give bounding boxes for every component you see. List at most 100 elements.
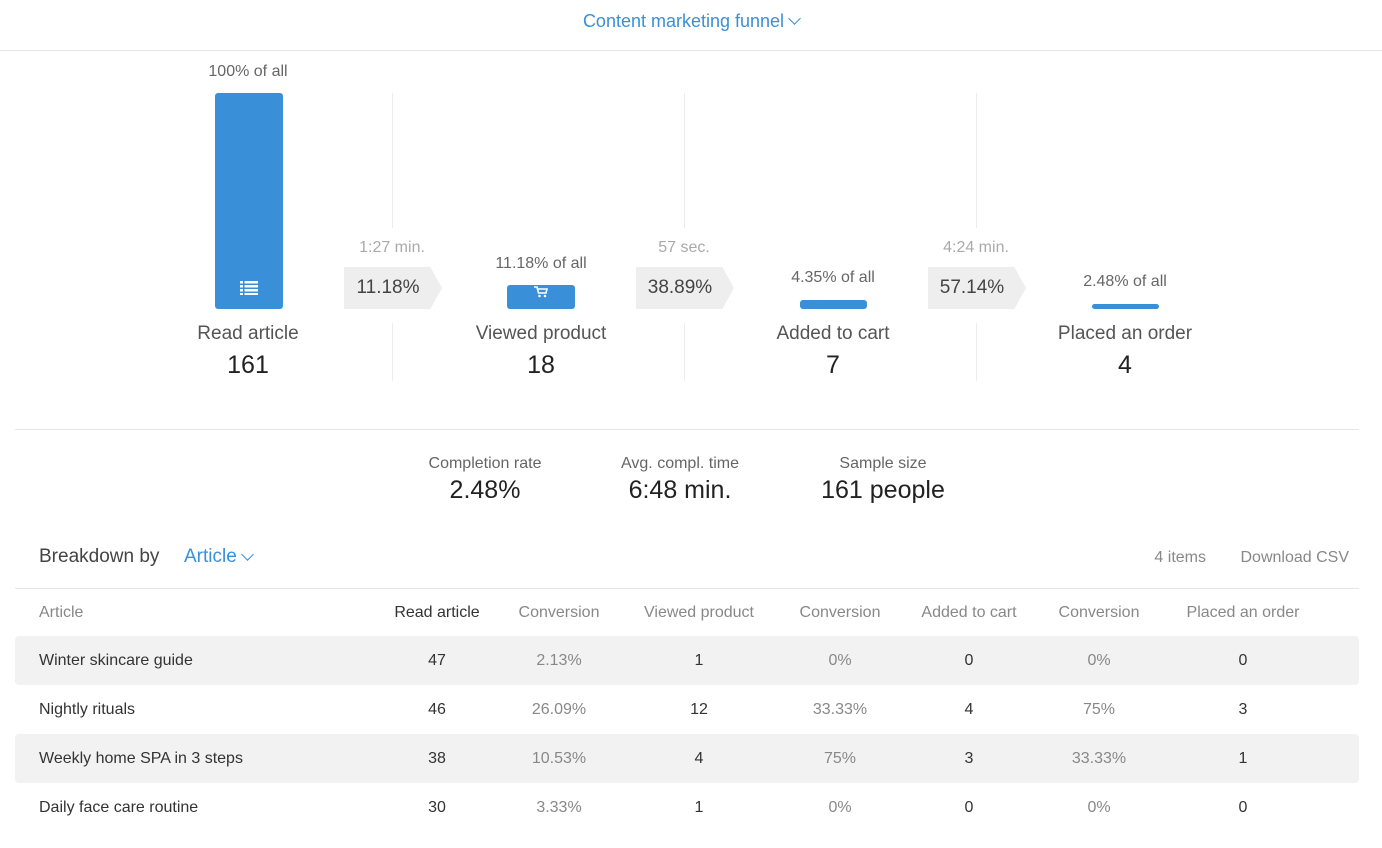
completion-rate-stat: Completion rate 2.48% xyxy=(405,455,565,505)
cell-conversion: 33.33% xyxy=(1071,749,1127,767)
cell-conversion: 0% xyxy=(1087,651,1111,669)
stage-percent: 2.48% of all xyxy=(1083,273,1167,290)
stage-name: Read article xyxy=(197,323,299,344)
funnel-header: Content marketing funnel xyxy=(0,0,1382,51)
stage-percent: 4.35% of all xyxy=(791,269,875,286)
cell-placed-an-order: 0 xyxy=(1238,651,1248,669)
cell-conversion: 10.53% xyxy=(531,749,587,767)
cell-placed-an-order: 3 xyxy=(1238,700,1248,718)
funnel-stage-viewed-product[interactable]: 11.18% of all Viewed product 18 xyxy=(461,51,621,391)
cell-conversion: 75% xyxy=(823,749,857,767)
transition-conversion: 11.18% xyxy=(344,267,442,309)
table-row[interactable]: Winter skincare guide 47 2.13% 1 0% 0 0%… xyxy=(15,636,1359,685)
cell-added-to-cart: 0 xyxy=(964,798,974,816)
cell-article: Daily face care routine xyxy=(39,798,199,816)
items-count: 4 items xyxy=(1154,549,1206,566)
cell-conversion: 3.33% xyxy=(536,798,582,816)
section-divider xyxy=(15,429,1359,430)
cart-icon xyxy=(534,286,548,298)
stat-label: Avg. compl. time xyxy=(621,455,739,472)
table-header: Article Read article Conversion Viewed p… xyxy=(15,588,1359,636)
stat-value: 161 people xyxy=(821,476,945,504)
stat-label: Completion rate xyxy=(428,455,542,472)
funnel-selector[interactable]: Content marketing funnel xyxy=(582,10,801,40)
cell-placed-an-order: 0 xyxy=(1238,798,1248,816)
table-row[interactable]: Daily face care routine 30 3.33% 1 0% 0 … xyxy=(15,783,1359,832)
column-header-placed-an-order[interactable]: Placed an order xyxy=(1186,603,1300,621)
cell-article: Weekly home SPA in 3 steps xyxy=(39,749,243,767)
stage-bar xyxy=(800,300,867,309)
stage-count: 7 xyxy=(826,351,840,379)
cell-conversion: 75% xyxy=(1082,700,1116,718)
divider xyxy=(392,93,393,228)
cell-conversion: 0% xyxy=(1087,798,1111,816)
funnel-title: Content marketing funnel xyxy=(582,10,785,31)
transition-time: 57 sec. xyxy=(658,239,710,256)
cell-placed-an-order: 1 xyxy=(1238,749,1248,767)
stage-bar xyxy=(1092,304,1159,309)
cell-added-to-cart: 3 xyxy=(964,749,974,767)
divider xyxy=(976,323,977,381)
funnel-stage-added-to-cart[interactable]: 4.35% of all Added to cart 7 xyxy=(753,51,913,391)
stage-percent: 11.18% of all xyxy=(495,255,587,272)
stage-count: 4 xyxy=(1118,351,1132,379)
column-header-article[interactable]: Article xyxy=(39,603,84,621)
column-header-viewed-product[interactable]: Viewed product xyxy=(644,603,754,621)
funnel-chart: 100% of all Read article 161 11.18% of a… xyxy=(0,51,1382,431)
cell-article: Nightly rituals xyxy=(39,700,136,718)
stage-count: 161 xyxy=(227,351,269,379)
cell-conversion: 2.13% xyxy=(536,651,582,669)
stat-value: 6:48 min. xyxy=(628,476,732,504)
sample-size-stat: Sample size 161 people xyxy=(793,455,973,505)
transition-conversion: 57.14% xyxy=(928,267,1026,309)
cell-article: Winter skincare guide xyxy=(39,651,193,669)
cell-added-to-cart: 0 xyxy=(964,651,974,669)
chevron-down-icon xyxy=(788,12,801,25)
stat-label: Sample size xyxy=(839,455,927,472)
list-icon xyxy=(240,281,258,295)
cell-viewed-product: 4 xyxy=(694,749,704,767)
transition-time: 1:27 min. xyxy=(359,239,425,256)
stage-bar xyxy=(215,93,283,309)
column-header-added-to-cart[interactable]: Added to cart xyxy=(921,603,1017,621)
breakdown-dropdown[interactable]: Article xyxy=(184,546,254,568)
cell-read-article: 38 xyxy=(428,749,446,767)
download-csv-link[interactable]: Download CSV xyxy=(1240,549,1350,566)
cell-read-article: 46 xyxy=(428,700,446,718)
table-row[interactable]: Nightly rituals 46 26.09% 12 33.33% 4 75… xyxy=(15,685,1359,734)
funnel-stage-placed-an-order[interactable]: 2.48% of all Placed an order 4 xyxy=(1045,51,1205,391)
cell-viewed-product: 1 xyxy=(694,798,704,816)
cell-conversion: 0% xyxy=(828,798,852,816)
cell-read-article: 47 xyxy=(428,651,446,669)
divider xyxy=(684,93,685,228)
divider xyxy=(392,323,393,381)
transition-time: 4:24 min. xyxy=(943,239,1009,256)
cell-viewed-product: 12 xyxy=(690,700,708,718)
stat-value: 2.48% xyxy=(449,476,521,504)
divider xyxy=(976,93,977,228)
cell-conversion: 0% xyxy=(828,651,852,669)
cell-read-article: 30 xyxy=(428,798,446,816)
stage-name: Placed an order xyxy=(1057,323,1193,344)
stage-count: 18 xyxy=(527,351,555,379)
table-row[interactable]: Weekly home SPA in 3 steps 38 10.53% 4 7… xyxy=(15,734,1359,783)
cell-viewed-product: 1 xyxy=(694,651,704,669)
chevron-down-icon xyxy=(240,548,254,561)
avg-time-stat: Avg. compl. time 6:48 min. xyxy=(600,455,760,505)
stage-name: Viewed product xyxy=(475,323,607,344)
breakdown-table: Article Read article Conversion Viewed p… xyxy=(15,588,1359,832)
cell-conversion: 26.09% xyxy=(531,700,587,718)
column-header-conversion-2[interactable]: Conversion xyxy=(799,603,881,621)
column-header-conversion-1[interactable]: Conversion xyxy=(518,603,600,621)
column-header-read-article[interactable]: Read article xyxy=(394,603,480,621)
column-header-conversion-3[interactable]: Conversion xyxy=(1058,603,1140,621)
funnel-stage-read-article[interactable]: 100% of all Read article 161 xyxy=(168,51,328,391)
cell-added-to-cart: 4 xyxy=(964,700,974,718)
stage-bar xyxy=(507,285,575,309)
stage-name: Added to cart xyxy=(776,323,890,344)
divider xyxy=(684,323,685,381)
breakdown-toolbar: Breakdown by Article 4 items Download CS… xyxy=(0,540,1382,588)
cell-conversion: 33.33% xyxy=(812,700,868,718)
transition-conversion: 38.89% xyxy=(636,267,734,309)
stage-percent: 100% of all xyxy=(208,63,288,80)
